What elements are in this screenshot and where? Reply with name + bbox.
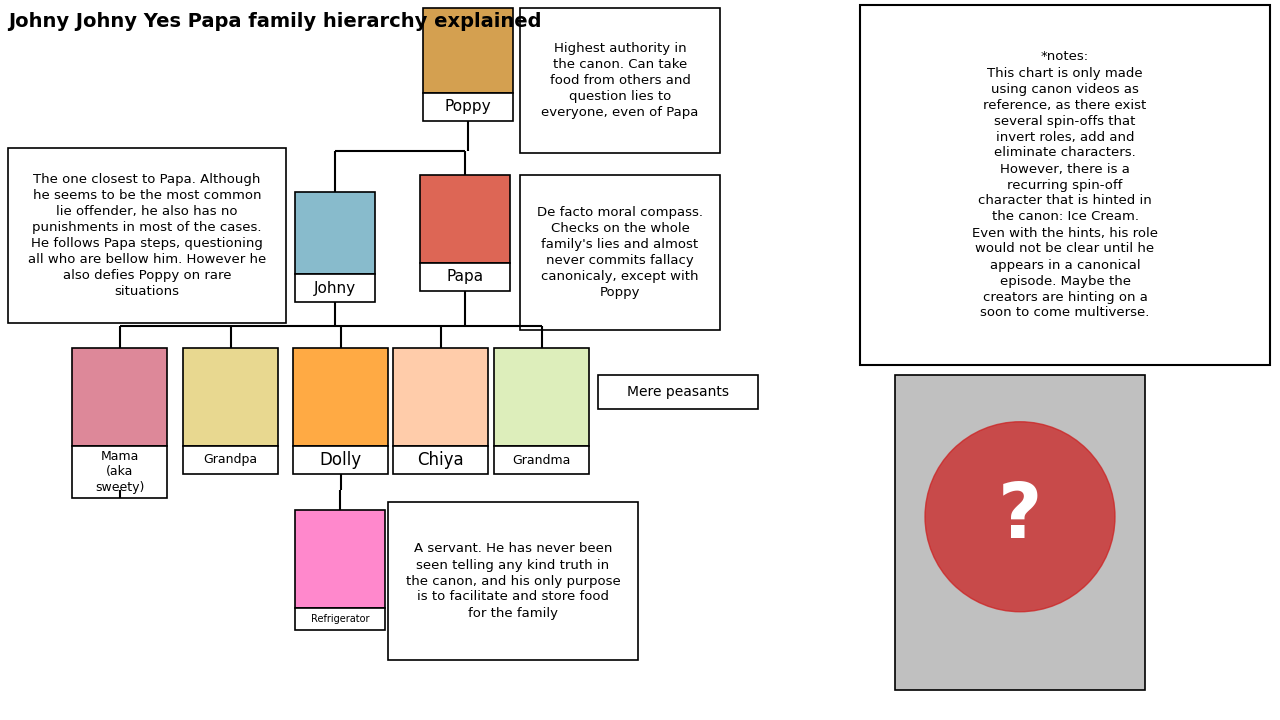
Text: Grandpa: Grandpa — [204, 454, 257, 467]
Bar — [294, 192, 375, 274]
Bar — [393, 348, 488, 446]
Bar — [520, 8, 719, 153]
Bar — [72, 446, 166, 498]
Bar — [895, 375, 1146, 690]
Bar — [598, 375, 758, 409]
Text: Papa: Papa — [447, 269, 484, 284]
Text: Refrigerator: Refrigerator — [311, 614, 369, 624]
Text: Johny: Johny — [314, 281, 356, 295]
Bar — [293, 348, 388, 446]
Bar — [293, 446, 388, 474]
Text: Poppy: Poppy — [444, 99, 492, 114]
Text: Johny Johny Yes Papa family hierarchy explained: Johny Johny Yes Papa family hierarchy ex… — [8, 12, 541, 31]
Bar — [860, 5, 1270, 365]
Bar — [72, 348, 166, 446]
Bar — [494, 348, 589, 446]
Bar — [388, 502, 637, 660]
Text: Grandma: Grandma — [512, 454, 571, 467]
Bar — [8, 148, 285, 323]
Bar — [294, 608, 385, 630]
Bar — [422, 93, 513, 121]
Bar — [393, 446, 488, 474]
Bar — [494, 446, 589, 474]
Bar — [420, 175, 509, 263]
Text: Mama
(aka
sweety): Mama (aka sweety) — [95, 449, 145, 495]
Text: Dolly: Dolly — [320, 451, 361, 469]
Text: The one closest to Papa. Although
he seems to be the most common
lie offender, h: The one closest to Papa. Although he see… — [28, 173, 266, 298]
Bar — [520, 175, 719, 330]
Bar — [183, 348, 278, 446]
Text: ?: ? — [998, 480, 1042, 554]
Circle shape — [925, 422, 1115, 612]
Bar — [294, 510, 385, 608]
Text: Mere peasants: Mere peasants — [627, 385, 730, 399]
Text: *notes:
This chart is only made
using canon videos as
reference, as there exist
: *notes: This chart is only made using ca… — [972, 50, 1158, 320]
Bar — [294, 274, 375, 302]
Bar — [422, 8, 513, 93]
Text: A servant. He has never been
seen telling any kind truth in
the canon, and his o: A servant. He has never been seen tellin… — [406, 542, 621, 619]
Text: Highest authority in
the canon. Can take
food from others and
question lies to
e: Highest authority in the canon. Can take… — [541, 42, 699, 119]
Bar — [183, 446, 278, 474]
Bar — [420, 263, 509, 291]
Text: Chiya: Chiya — [417, 451, 463, 469]
Text: De facto moral compass.
Checks on the whole
family's lies and almost
never commi: De facto moral compass. Checks on the wh… — [538, 206, 703, 299]
